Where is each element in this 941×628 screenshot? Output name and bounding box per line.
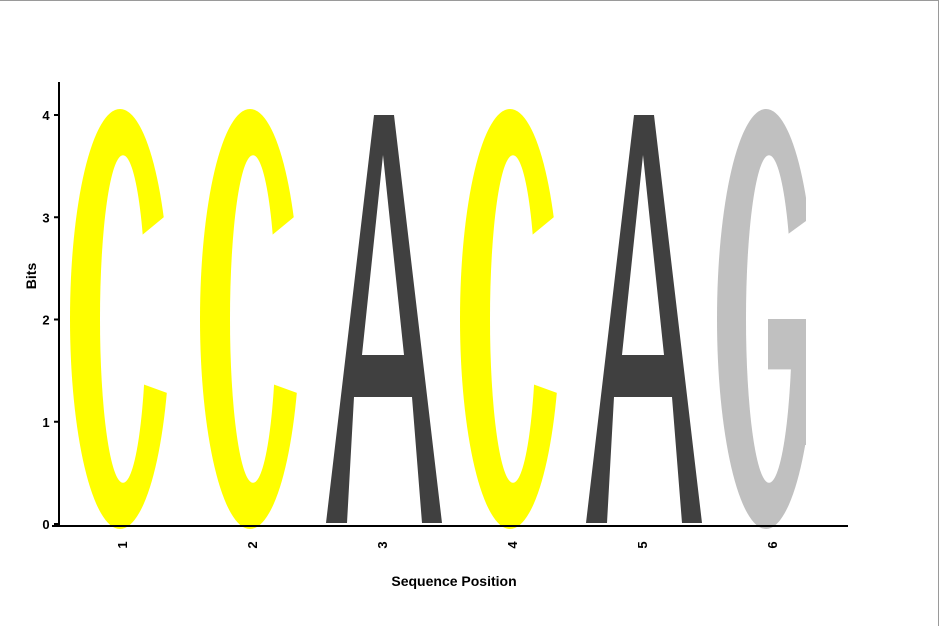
- y-tick-label: 1: [42, 415, 49, 430]
- x-tick-label: 2: [245, 541, 260, 548]
- x-tick-label: 6: [765, 541, 780, 548]
- logo-letter-A: [586, 115, 702, 523]
- logo-letter-C: [200, 109, 313, 529]
- x-tick-label: 5: [635, 541, 650, 548]
- x-tick-label: 3: [375, 541, 390, 548]
- y-tick-label: 0: [42, 517, 49, 532]
- y-tick-label: 3: [42, 210, 49, 225]
- x-tick-label: 4: [505, 541, 520, 549]
- y-tick-label: 4: [42, 108, 50, 123]
- y-axis-title: Bits: [23, 263, 39, 290]
- logo-letter-A: [326, 115, 442, 523]
- y-ticks: 0 1 2 3 4: [42, 108, 59, 532]
- x-tick-label: 1: [115, 541, 130, 548]
- y-tick-label: 2: [42, 313, 49, 328]
- x-axis-title: Sequence Position: [391, 573, 516, 589]
- logo-letter-C: [70, 109, 183, 529]
- logo-letter-G: [717, 109, 806, 529]
- x-ticks: 1 2 3 4 5 6: [115, 541, 780, 549]
- letters-layer: [70, 109, 806, 529]
- logo-letter-C: [460, 109, 573, 529]
